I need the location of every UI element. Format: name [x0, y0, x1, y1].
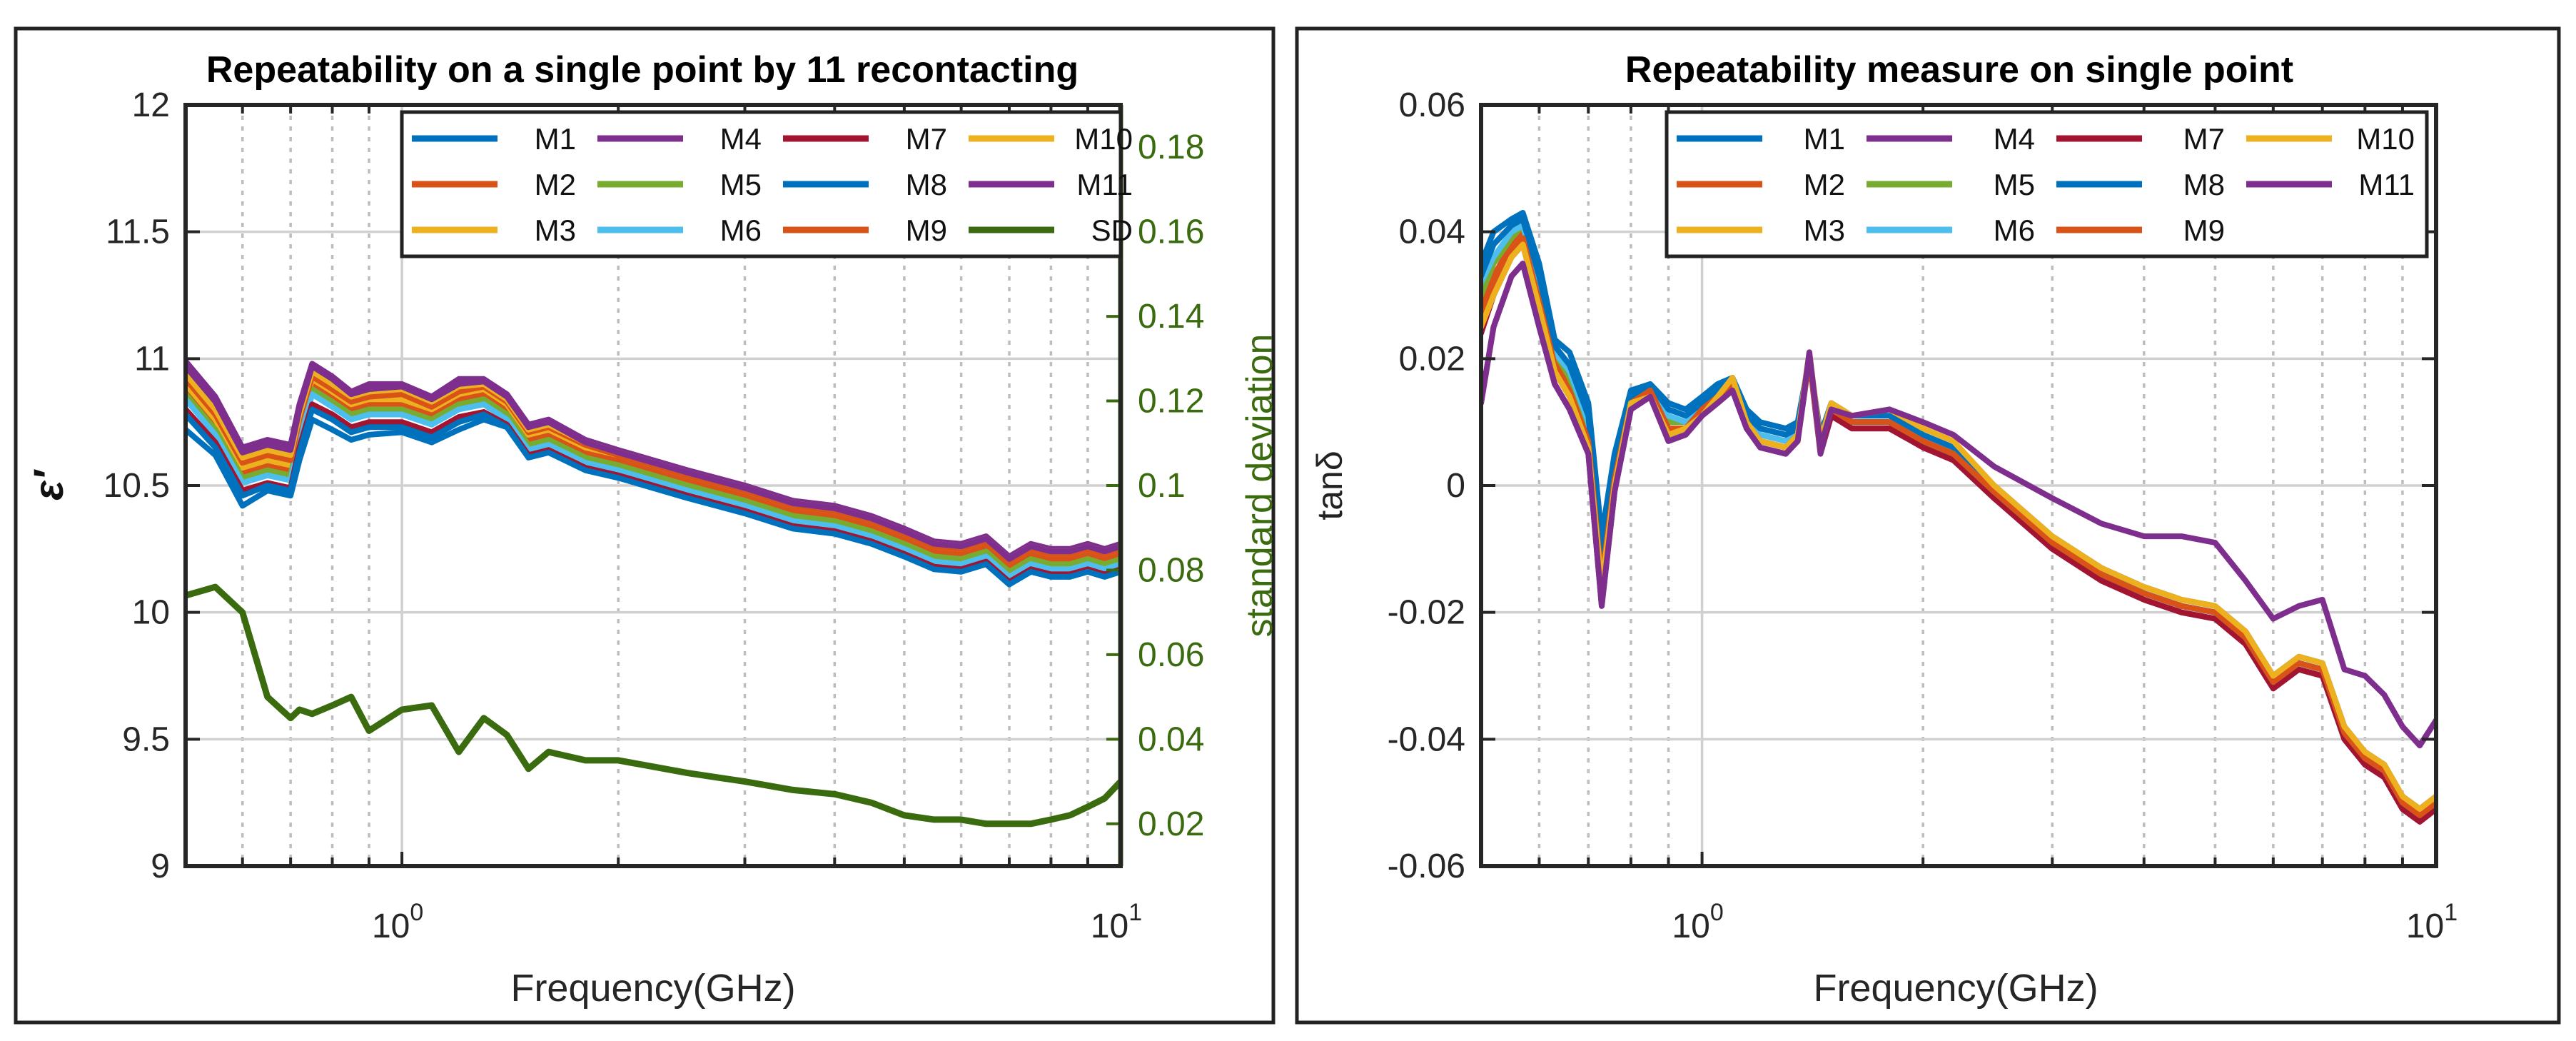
- left-lines: [186, 358, 1121, 828]
- right-axis-tick-label: 0.18: [1138, 129, 1204, 166]
- right-axis-tick-label: 0.06: [1138, 636, 1204, 674]
- left-right-axis-label: standard deviation: [1239, 334, 1281, 638]
- right-y-axis-label: tanδ: [1310, 451, 1350, 520]
- legend-label-m6: M6: [720, 213, 762, 247]
- legend-label-m8: M8: [906, 168, 947, 201]
- y-tick-label: 0: [1446, 467, 1465, 505]
- legend-label-m2: M2: [1804, 168, 1845, 201]
- y-tick-label: 0.06: [1399, 86, 1465, 124]
- series-line-m9: [1481, 235, 2436, 818]
- y-tick-label: -0.06: [1388, 848, 1465, 885]
- right-axis-tick-label: 0.1: [1138, 467, 1186, 505]
- y-tick-label: 12: [132, 86, 170, 124]
- y-tick-label: 10: [132, 594, 170, 632]
- series-line-m7: [1481, 241, 2436, 825]
- legend-label-m5: M5: [1994, 168, 2035, 201]
- left-axes-box: [183, 103, 1123, 868]
- legend-label-m9: M9: [2183, 213, 2225, 247]
- series-line-m10: [1481, 241, 2436, 812]
- legend-label-m3: M3: [535, 213, 576, 247]
- legend-label-m8: M8: [2183, 168, 2225, 201]
- series-line-m6: [1481, 222, 2436, 818]
- y-tick-label: 10.5: [103, 467, 170, 505]
- right-axis-tick-label: 0.14: [1138, 298, 1204, 336]
- x-tick-label: 101: [2406, 899, 2458, 945]
- series-line-m2: [1481, 228, 2436, 818]
- series-line-m8: [186, 406, 1121, 588]
- legend-label-m5: M5: [720, 168, 762, 201]
- right-x-axis-label: Frequency(GHz): [1813, 967, 2098, 1010]
- right-grid: [1481, 104, 2438, 868]
- left-legend: M1 M4 M7 M10 M2 M5 M8 M11 M3 M6 M9 SD: [400, 110, 1133, 258]
- legend-label-m9: M9: [906, 213, 947, 247]
- legend-label-m6: M6: [1994, 213, 2035, 247]
- legend-label-m1: M1: [535, 122, 576, 156]
- right-axes-box: [1479, 103, 2438, 868]
- legend-label-m10: M10: [1074, 122, 1133, 156]
- y-tick-label: 11: [134, 340, 170, 378]
- series-line-m1: [1481, 210, 2436, 812]
- right-panel-frame: [1295, 26, 2561, 1025]
- left-panel-frame: [14, 26, 1276, 1025]
- right-axis-tick-label: 0.12: [1138, 383, 1204, 421]
- y-tick-label: 11.5: [106, 213, 170, 251]
- x-tick-label: 101: [1091, 899, 1142, 945]
- legend-label-sd: SD: [1091, 213, 1133, 247]
- right-axis-tick-label: 0.16: [1138, 213, 1204, 251]
- legend-label-m7: M7: [2183, 122, 2225, 156]
- x-tick-label: 100: [1672, 899, 1723, 945]
- y-tick-label: 0.02: [1399, 340, 1465, 378]
- series-line-m5: [1481, 222, 2436, 818]
- y-tick-label: 9: [151, 848, 170, 885]
- series-line-m8: [1481, 216, 2436, 818]
- right-axis-tick-label: 0.02: [1138, 805, 1204, 843]
- series-line-m11: [1481, 261, 2436, 749]
- left-y-axis-label: ε′: [26, 469, 72, 501]
- series-line-m3: [1481, 235, 2436, 818]
- legend-label-m10: M10: [2356, 122, 2415, 156]
- legend-label-m2: M2: [535, 168, 576, 201]
- legend-label-m1: M1: [1804, 122, 1845, 156]
- right-axis-tick-label: 0.04: [1138, 720, 1204, 758]
- left-chart-title: Repeatability on a single point by 11 re…: [206, 49, 1079, 91]
- legend-label-m11: M11: [1076, 168, 1133, 201]
- legend-label-m11: M11: [2358, 168, 2415, 201]
- legend-label-m4: M4: [1994, 122, 2035, 156]
- legend-label-m4: M4: [720, 122, 762, 156]
- y-tick-label: 9.5: [122, 720, 170, 758]
- y-tick-label: -0.04: [1388, 720, 1465, 758]
- left-x-axis-label: Frequency(GHz): [510, 967, 795, 1010]
- left-chart: 100 101 9 9.5 10 10.5 11 11.5 12 0.02 0.04 0.06 0.08…: [26, 49, 1281, 1010]
- right-lines: [1481, 210, 2436, 825]
- right-chart-title: Repeatability measure on single point: [1625, 49, 2293, 91]
- left-grid: [186, 104, 1122, 868]
- right-axis-tick-label: 0.08: [1138, 551, 1204, 589]
- series-line-m4: [1481, 261, 2436, 825]
- legend-label-m7: M7: [906, 122, 947, 156]
- legend-label-m3: M3: [1804, 213, 1845, 247]
- right-legend: M1 M4 M7 M10 M2 M5 M8 M11 M3 M6 M9: [1665, 110, 2429, 258]
- series-line-m11: [186, 363, 1121, 562]
- x-tick-label: 100: [372, 899, 423, 945]
- y-tick-label: 0.04: [1399, 213, 1465, 251]
- series-line-sd: [186, 583, 1121, 828]
- right-chart: 100 101 -0.06 -0.04 -0.02 0 0.02 0.04 0.06 Repea…: [1310, 49, 2458, 1010]
- y-tick-label: -0.02: [1388, 594, 1465, 632]
